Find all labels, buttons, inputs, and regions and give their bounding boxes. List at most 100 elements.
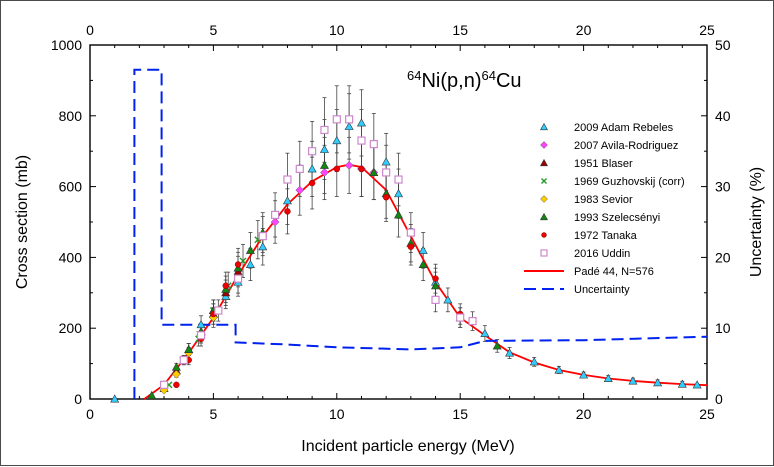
data-point-2009-adam-rebeles — [319, 144, 329, 153]
data-point-2009-adam-rebeles — [356, 118, 366, 127]
data-point-2009-adam-rebeles — [529, 357, 539, 366]
legend-label-1972-tanaka: 1972 Tanaka — [574, 230, 638, 242]
y-tick-label: 400 — [59, 249, 83, 265]
y2-tick-label: 40 — [715, 108, 731, 124]
legend-label-1983-sevior: 1983 Sevior — [574, 194, 633, 206]
data-point-2007-avila-rodriguez — [344, 161, 354, 170]
legend-swatch-1951-blaser — [539, 158, 549, 167]
data-point-2016-uddin — [394, 175, 403, 184]
data-point-1969-guzhovskij-corr — [239, 257, 247, 265]
data-point-2016-uddin — [369, 140, 378, 149]
data-point-2009-adam-rebeles — [381, 157, 391, 166]
data-point-2016-uddin — [179, 355, 188, 365]
x-tick-label-top: 5 — [210, 22, 218, 38]
data-point-2016-uddin — [258, 232, 267, 241]
data-point-1993-szelecs-nyi — [369, 167, 379, 176]
data-point-2016-uddin — [357, 136, 366, 145]
data-point-2009-adam-rebeles — [344, 121, 354, 130]
data-point-2016-uddin — [271, 210, 280, 220]
data-point-2016-uddin — [320, 125, 329, 135]
data-point-2009-adam-rebeles — [393, 189, 404, 198]
y-tick-label: 1000 — [51, 37, 82, 53]
y2-tick-label: 30 — [715, 179, 731, 195]
data-point-2009-adam-rebeles — [258, 242, 268, 251]
legend-swatch-2009-adam-rebeles — [539, 122, 549, 131]
data-point-1972-tanaka — [222, 282, 229, 289]
data-point-2009-adam-rebeles — [307, 164, 317, 173]
legend-swatch-1993-szelecs-nyi — [539, 212, 549, 221]
legend-label-2009-adam-rebeles: 2009 Adam Rebeles — [574, 122, 674, 134]
data-point-2009-adam-rebeles — [245, 259, 255, 268]
legend-label-1969-guzhovskij-corr: 1969 Guzhovskij (corr) — [574, 176, 685, 188]
data-point-2016-uddin — [308, 147, 317, 156]
x-tick-label-bottom: 0 — [86, 406, 94, 422]
data-point-2009-adam-rebeles — [418, 245, 428, 254]
data-point-1972-tanaka — [308, 179, 316, 187]
data-point-1993-szelecs-nyi — [393, 210, 404, 219]
data-point-1993-szelecs-nyi — [171, 362, 181, 371]
x-tick-label-top: 25 — [699, 22, 715, 38]
legend-swatch-1983-sevior — [540, 195, 548, 203]
data-point-2016-uddin — [431, 295, 440, 304]
data-point-1993-szelecs-nyi — [245, 245, 255, 254]
reaction-title-main1: Ni(p,n) — [421, 70, 481, 92]
data-point-2007-avila-rodriguez — [320, 168, 329, 177]
y2-tick-label: 10 — [715, 320, 731, 336]
data-point-1993-szelecs-nyi — [184, 344, 194, 353]
legend-label-pad-44-n-576: Padé 44, N=576 — [574, 266, 654, 278]
y-tick-label: 600 — [59, 179, 83, 195]
legend-swatch-1969-guzhovskij-corr — [541, 178, 547, 184]
data-point-2016-uddin — [456, 313, 465, 322]
legend-label-2016-uddin: 2016 Uddin — [574, 248, 630, 260]
data-point-2016-uddin — [406, 228, 415, 237]
y-tick-label: 800 — [59, 108, 83, 124]
data-point-2009-adam-rebeles — [332, 135, 342, 145]
data-point-2016-uddin — [214, 306, 223, 315]
data-point-2009-adam-rebeles — [480, 328, 490, 338]
y2-tick-label: 20 — [715, 249, 731, 265]
data-point-2009-adam-rebeles — [653, 378, 663, 387]
data-point-2016-uddin — [283, 175, 292, 184]
data-point-2009-adam-rebeles — [628, 376, 638, 385]
legend-swatch-2016-uddin — [540, 249, 548, 257]
legend-label-1951-blaser: 1951 Blaser — [574, 158, 633, 170]
data-point-2016-uddin — [332, 115, 341, 124]
legend-label-uncertainty: Uncertainty — [574, 284, 630, 296]
data-point-2009-adam-rebeles — [554, 365, 564, 374]
x-tick-label-bottom: 25 — [699, 406, 715, 422]
data-point-2009-adam-rebeles — [603, 373, 613, 382]
data-point-2009-adam-rebeles — [282, 196, 292, 205]
data-point-2016-uddin — [233, 274, 243, 283]
data-point-2009-adam-rebeles — [505, 348, 515, 357]
y-axis-title: Cross section (mb) — [14, 155, 31, 289]
x-tick-label-bottom: 15 — [452, 406, 468, 422]
data-point-2007-avila-rodriguez — [295, 185, 305, 195]
data-point-1993-szelecs-nyi — [147, 390, 157, 399]
data-point-2016-uddin — [295, 164, 304, 173]
legend-label-1993-szelecs-nyi: 1993 Szelecsényi — [574, 212, 660, 224]
data-point-1993-szelecs-nyi — [492, 341, 502, 350]
x-tick-label-bottom: 10 — [329, 406, 345, 422]
data-point-2016-uddin — [159, 380, 169, 389]
data-point-1972-tanaka — [234, 261, 242, 268]
data-point-2009-adam-rebeles — [443, 295, 453, 304]
x-tick-label-top: 10 — [329, 22, 345, 38]
data-point-1993-szelecs-nyi — [319, 160, 329, 169]
data-point-1972-tanaka — [173, 381, 180, 389]
legend-swatch-2007-avila-rodriguez — [540, 141, 548, 149]
data-point-2009-adam-rebeles — [110, 394, 120, 403]
y-tick-label: 200 — [59, 320, 83, 336]
data-point-1983-sevior — [172, 369, 181, 379]
data-point-2007-avila-rodriguez — [270, 217, 280, 227]
legend: 2009 Adam Rebeles 2007 Avila-Rodriguez 195… — [524, 122, 685, 296]
y2-tick-label: 0 — [715, 391, 723, 407]
x-tick-label-bottom: 5 — [210, 406, 218, 422]
data-point-2016-uddin — [196, 331, 206, 340]
reaction-title-main2: Cu — [496, 70, 522, 92]
x-tick-label-top: 20 — [576, 22, 592, 38]
legend-swatch-1972-tanaka — [541, 232, 547, 238]
data-point-2016-uddin — [345, 115, 354, 124]
legend-label-2007-avila-rodriguez: 2007 Avila-Rodriguez — [574, 140, 678, 152]
